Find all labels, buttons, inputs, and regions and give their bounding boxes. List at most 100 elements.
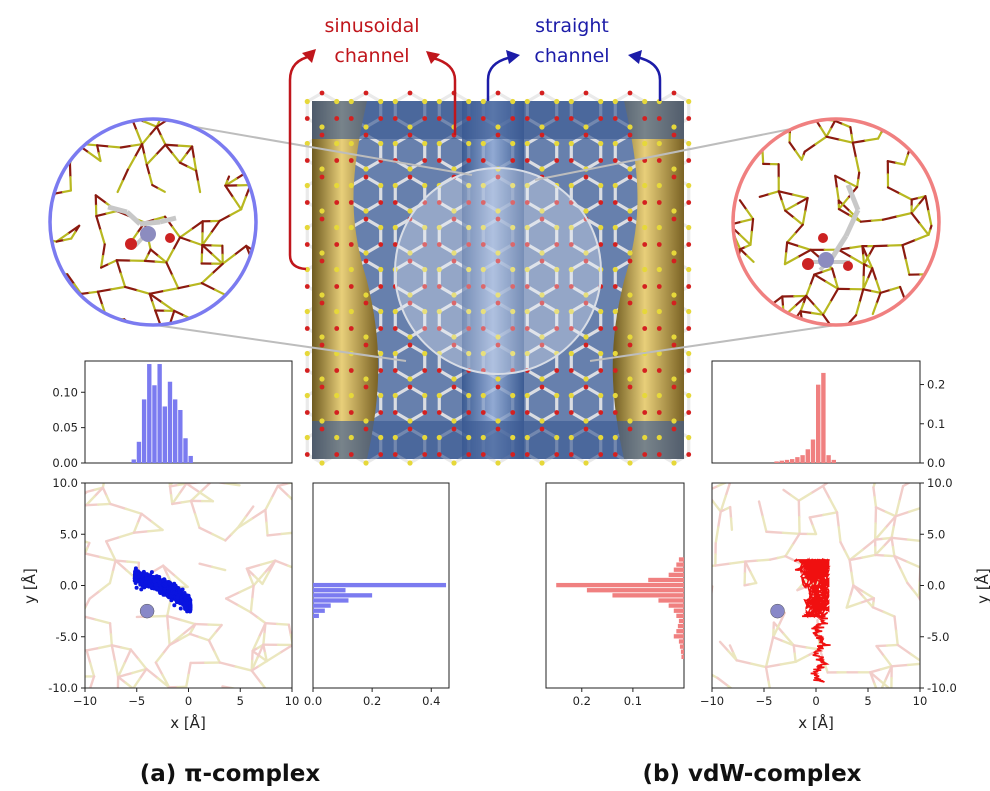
framework-bond	[808, 516, 815, 527]
framework-bond	[198, 635, 211, 642]
framework-bond	[64, 507, 75, 509]
framework-bond	[123, 648, 133, 665]
oxygen-atom	[686, 368, 692, 373]
sinusoidal-channel-wall-left	[312, 101, 379, 459]
framework-bond	[732, 651, 738, 662]
silicon-atom	[642, 266, 648, 273]
framework-bond	[270, 150, 275, 163]
framework-bond	[836, 324, 848, 325]
framework-bond	[240, 302, 255, 312]
silicon-atom	[686, 266, 692, 273]
silicon-atom	[554, 98, 560, 105]
oxygen-atom	[348, 452, 354, 457]
oxygen-atom	[686, 410, 692, 415]
framework-bond	[898, 484, 905, 503]
framework-bond	[97, 152, 102, 163]
oxygen-atom	[598, 410, 604, 415]
framework-bond	[733, 298, 738, 307]
histogram-bar	[141, 399, 147, 463]
framework-bond	[249, 575, 255, 587]
framework-bond	[909, 142, 922, 148]
scatter-point	[167, 580, 172, 585]
framework-bond	[119, 272, 127, 288]
oxygen-atom	[671, 132, 677, 138]
framework-bond	[735, 659, 753, 665]
framework-bond	[44, 157, 47, 167]
framework-bond	[873, 537, 885, 541]
oxygen-atom	[612, 452, 618, 457]
framework-bond	[906, 581, 915, 592]
y-tick-label: -5.0	[56, 630, 78, 644]
framework-bond	[184, 145, 194, 156]
oxygen-atom	[627, 132, 633, 138]
histogram-bar	[152, 385, 157, 463]
silicon-atom	[363, 418, 369, 424]
framework-bond	[695, 492, 705, 500]
silicon-atom	[451, 334, 457, 340]
silicon-atom	[304, 98, 310, 105]
framework-bond	[35, 164, 44, 167]
silicon-atom	[656, 182, 662, 189]
silicon-atom	[583, 418, 589, 424]
oxygen-atom	[392, 200, 398, 205]
silicon-atom	[671, 292, 677, 298]
oxygen-atom	[598, 326, 604, 331]
framework-bond	[201, 244, 214, 256]
framework-bond	[909, 301, 920, 315]
silicon-atom	[627, 334, 633, 340]
framework-bond	[129, 648, 140, 661]
silicon-atom	[480, 98, 486, 105]
silicon-atom	[539, 124, 545, 130]
histogram-bar	[157, 364, 162, 463]
framework-bond	[919, 562, 920, 569]
framework-bond	[906, 560, 920, 569]
framework-bond	[768, 556, 779, 561]
framework-bond	[191, 119, 207, 127]
framework-bond	[864, 137, 880, 142]
framework-bond	[105, 494, 112, 506]
oxygen-atom	[392, 116, 398, 121]
silicon-atom	[495, 250, 501, 256]
scatter-point	[132, 574, 137, 579]
framework-bond	[777, 190, 784, 203]
framework-bond	[262, 643, 267, 655]
silicon-atom	[392, 98, 398, 105]
framework-bond	[952, 316, 953, 326]
framework-bond	[148, 173, 154, 187]
oxygen-atom	[583, 174, 589, 180]
framework-bond	[888, 448, 894, 455]
silicon-atom	[656, 308, 662, 315]
framework-bond	[708, 248, 712, 256]
framework-bond	[952, 140, 954, 151]
framework-bond	[264, 285, 274, 287]
oxygen-atom	[583, 90, 589, 96]
oxygen-atom	[378, 200, 384, 205]
framework-bond	[161, 673, 171, 688]
oxygen-atom	[642, 284, 648, 289]
framework-bond	[120, 646, 133, 651]
framework-bond	[924, 101, 926, 116]
framework-bond	[142, 120, 158, 128]
silicon-atom	[422, 224, 428, 231]
silicon-atom	[466, 182, 472, 189]
framework-bond	[788, 141, 797, 153]
framework-bond	[876, 131, 883, 140]
oxygen-atom	[583, 132, 589, 138]
histogram-bar	[172, 399, 178, 463]
silicon-atom	[436, 266, 442, 273]
oxygen-atom	[363, 342, 369, 348]
framework-bond	[844, 464, 852, 470]
framework-bond	[265, 521, 269, 537]
silicon-atom	[510, 224, 516, 231]
framework-bond	[123, 285, 139, 292]
framework-bond	[733, 268, 737, 286]
framework-bond	[749, 581, 758, 586]
caption-pi-complex: (a) π-complex	[140, 761, 321, 787]
silicon-atom	[466, 98, 472, 105]
straight-arrow-right	[635, 55, 662, 101]
oxygen-atom	[510, 242, 516, 247]
framework-bond	[94, 194, 108, 205]
framework-bond	[238, 140, 251, 145]
silicon-atom	[686, 434, 692, 441]
y-tick-label: -10.0	[48, 681, 78, 695]
